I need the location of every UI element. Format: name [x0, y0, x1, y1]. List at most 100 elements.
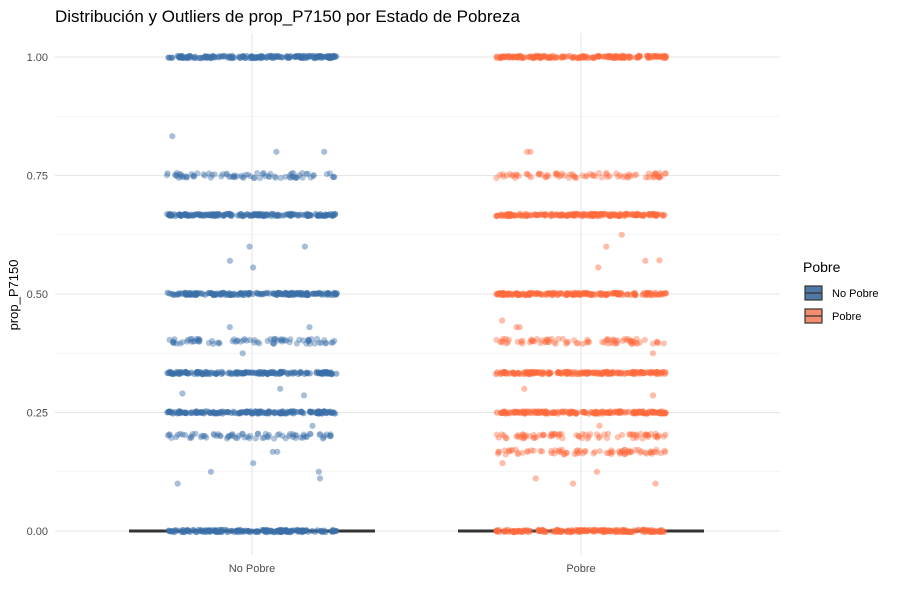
- data-point: [617, 449, 624, 456]
- data-point: [603, 435, 611, 442]
- data-point: [251, 174, 258, 182]
- data-point: [615, 291, 622, 298]
- data-point: [275, 211, 282, 218]
- data-point: [278, 337, 285, 344]
- data-point: [517, 434, 524, 441]
- data-point: [629, 370, 636, 377]
- data-point: [218, 53, 225, 60]
- data-point: [229, 431, 236, 438]
- data-point: [239, 430, 246, 438]
- data-point: [590, 450, 597, 457]
- data-point: [580, 370, 587, 377]
- data-point: [591, 448, 598, 455]
- data-point: [545, 338, 552, 345]
- data-point: [605, 409, 612, 416]
- data-point: [190, 338, 197, 345]
- data-point: [320, 434, 327, 441]
- data-point: [556, 447, 563, 454]
- data-point: [500, 335, 507, 343]
- data-point: [532, 434, 540, 441]
- y-tick-label: 0.50: [27, 289, 48, 301]
- data-point: [559, 335, 567, 342]
- data-point: [231, 174, 238, 181]
- data-point: [567, 410, 574, 417]
- data-point: [519, 432, 526, 439]
- data-point: [548, 432, 556, 440]
- data-point: [556, 290, 563, 297]
- data-point: [656, 174, 663, 181]
- data-point: [628, 337, 635, 344]
- data-point: [247, 432, 254, 440]
- data-point: [169, 290, 176, 298]
- data-point: [612, 337, 619, 344]
- data-point: [538, 337, 545, 344]
- data-point: [653, 433, 660, 440]
- data-point: [583, 339, 590, 346]
- data-point: [324, 53, 331, 60]
- data-point: [603, 291, 610, 298]
- data-point: [201, 172, 208, 179]
- data-point: [520, 410, 528, 417]
- data-point: [169, 528, 176, 535]
- outlier-point: [226, 257, 234, 264]
- data-point: [547, 369, 554, 376]
- data-point: [226, 369, 233, 376]
- data-point: [536, 170, 543, 177]
- data-point: [569, 171, 576, 178]
- data-point: [583, 172, 590, 179]
- data-point: [567, 171, 574, 178]
- data-point: [493, 431, 500, 438]
- data-point: [272, 528, 279, 535]
- data-point: [500, 432, 508, 439]
- data-point: [542, 174, 549, 181]
- data-point: [170, 339, 177, 346]
- data-point: [299, 174, 306, 181]
- data-point: [630, 431, 637, 438]
- data-point: [555, 408, 562, 415]
- data-point: [191, 172, 198, 179]
- data-point: [575, 449, 583, 456]
- data-point: [535, 170, 542, 177]
- data-point: [305, 337, 312, 344]
- outlier-point: [315, 468, 322, 475]
- data-point: [537, 340, 544, 347]
- data-point: [607, 449, 614, 456]
- data-point: [626, 337, 633, 344]
- data-point: [259, 171, 266, 178]
- data-point: [561, 451, 568, 458]
- data-point: [208, 171, 215, 179]
- data-point: [629, 340, 636, 347]
- data-point: [521, 434, 528, 442]
- data-point: [499, 171, 506, 178]
- outlier-point: [513, 324, 520, 331]
- data-point: [246, 336, 254, 344]
- data-point: [617, 450, 624, 457]
- outlier-point: [656, 257, 663, 264]
- y-tick-label: 1.00: [27, 52, 48, 64]
- data-point: [533, 369, 540, 376]
- data-point: [166, 336, 173, 343]
- chart-title: Distribución y Outliers de prop_P7150 po…: [55, 7, 520, 26]
- data-point: [635, 408, 642, 415]
- data-point: [286, 528, 293, 535]
- data-point: [536, 528, 543, 535]
- data-point: [305, 336, 312, 343]
- data-point: [524, 170, 531, 177]
- data-point: [513, 171, 520, 178]
- data-point: [599, 338, 606, 345]
- data-point: [644, 432, 651, 439]
- data-point: [656, 170, 663, 177]
- data-point: [517, 212, 524, 219]
- data-point: [502, 451, 509, 458]
- data-point: [298, 290, 306, 297]
- data-point: [319, 291, 326, 298]
- data-point: [268, 212, 275, 219]
- data-point: [235, 432, 242, 439]
- data-point: [171, 339, 178, 346]
- data-point: [605, 370, 613, 377]
- data-point: [555, 433, 562, 440]
- data-point: [544, 171, 551, 179]
- data-point: [511, 529, 518, 536]
- data-point: [578, 435, 586, 442]
- data-point: [608, 290, 615, 297]
